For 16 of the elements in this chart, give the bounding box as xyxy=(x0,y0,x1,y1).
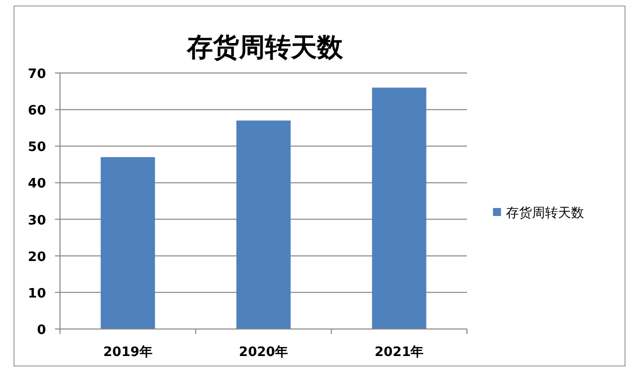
y-tick-label: 40 xyxy=(28,176,46,192)
y-tick-label: 70 xyxy=(28,67,46,82)
y-tick-label: 20 xyxy=(28,250,46,265)
y-tick-label: 50 xyxy=(28,140,46,156)
bar xyxy=(236,120,291,329)
x-tick-label: 2020年 xyxy=(238,345,288,360)
y-tick-label: 10 xyxy=(28,286,46,302)
bar xyxy=(100,157,155,329)
y-tick-label: 0 xyxy=(36,323,46,338)
x-tick-label: 2019年 xyxy=(103,345,152,360)
legend-label: 存货周转天数 xyxy=(506,206,584,221)
y-tick-label: 60 xyxy=(28,104,46,119)
bar xyxy=(372,88,426,329)
y-tick-label: 30 xyxy=(28,213,46,228)
chart-title: 存货周转天数 xyxy=(186,33,344,63)
x-tick-label: 2021年 xyxy=(374,345,424,360)
